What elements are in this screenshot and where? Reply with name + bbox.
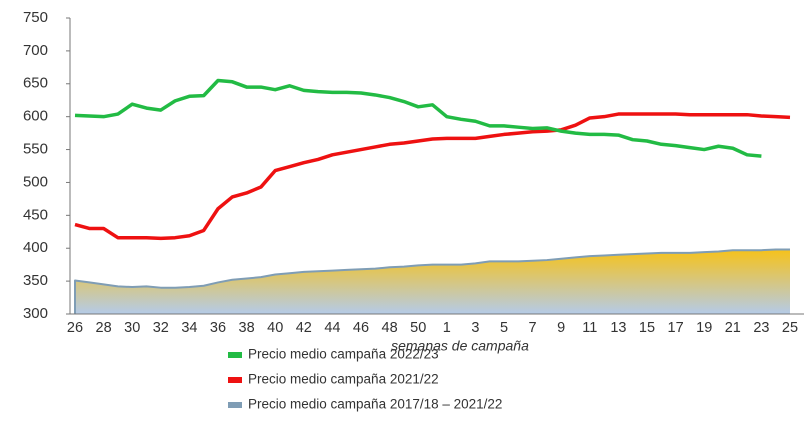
line	[74, 78, 762, 158]
area	[75, 249, 790, 314]
x-tick-label: 42	[296, 320, 312, 336]
x-tick-label: 7	[529, 320, 537, 336]
y-tick-label: 450	[23, 206, 48, 223]
x-tick-label: 1	[443, 320, 451, 336]
y-tick-label: 500	[23, 173, 48, 190]
y-tick-label: 650	[23, 75, 48, 92]
legend-swatch	[228, 402, 242, 408]
legend-label: Precio medio campaña 2017/18 – 2021/22	[248, 397, 502, 412]
x-tick-label: 19	[696, 320, 712, 336]
x-tick-label: 44	[324, 320, 340, 336]
y-tick-label: 750	[23, 9, 48, 26]
x-tick-label: 9	[557, 320, 565, 336]
y-tick-label: 550	[23, 141, 48, 158]
x-tick-label: 46	[353, 320, 369, 336]
x-tick-label: 28	[96, 320, 112, 336]
x-tick-label: 40	[267, 320, 283, 336]
y-tick-label: 300	[23, 305, 48, 322]
y-tick-label: 600	[23, 108, 48, 125]
x-tick-label: 34	[181, 320, 197, 336]
x-tick-label: 38	[239, 320, 255, 336]
x-tick-label: 21	[725, 320, 741, 336]
x-axis-label: semanas de campaña	[391, 338, 529, 354]
line	[74, 248, 790, 314]
x-tick-label: 32	[153, 320, 169, 336]
legend-label: Precio medio campaña 2022/23	[248, 347, 439, 362]
x-tick-label: 26	[67, 320, 83, 336]
x-tick-label: 3	[471, 320, 479, 336]
x-tick-label: 48	[382, 320, 398, 336]
y-tick-label: 400	[23, 239, 48, 256]
x-tick-label: 50	[410, 320, 426, 336]
x-tick-label: 13	[610, 320, 626, 336]
legend-label: Precio medio campaña 2021/22	[248, 372, 439, 387]
y-tick-label: 700	[23, 42, 48, 59]
y-tick-label: 350	[23, 272, 48, 289]
x-tick-label: 36	[210, 320, 226, 336]
x-tick-label: 11	[582, 320, 597, 336]
legend-swatch	[228, 352, 242, 358]
x-tick-label: 5	[500, 320, 508, 336]
legend-swatch	[228, 377, 242, 383]
x-tick-label: 17	[668, 320, 684, 336]
x-tick-label: 30	[124, 320, 140, 336]
x-tick-label: 25	[782, 320, 798, 336]
line	[74, 112, 791, 241]
x-tick-label: 23	[753, 320, 769, 336]
x-tick-label: 15	[639, 320, 655, 336]
